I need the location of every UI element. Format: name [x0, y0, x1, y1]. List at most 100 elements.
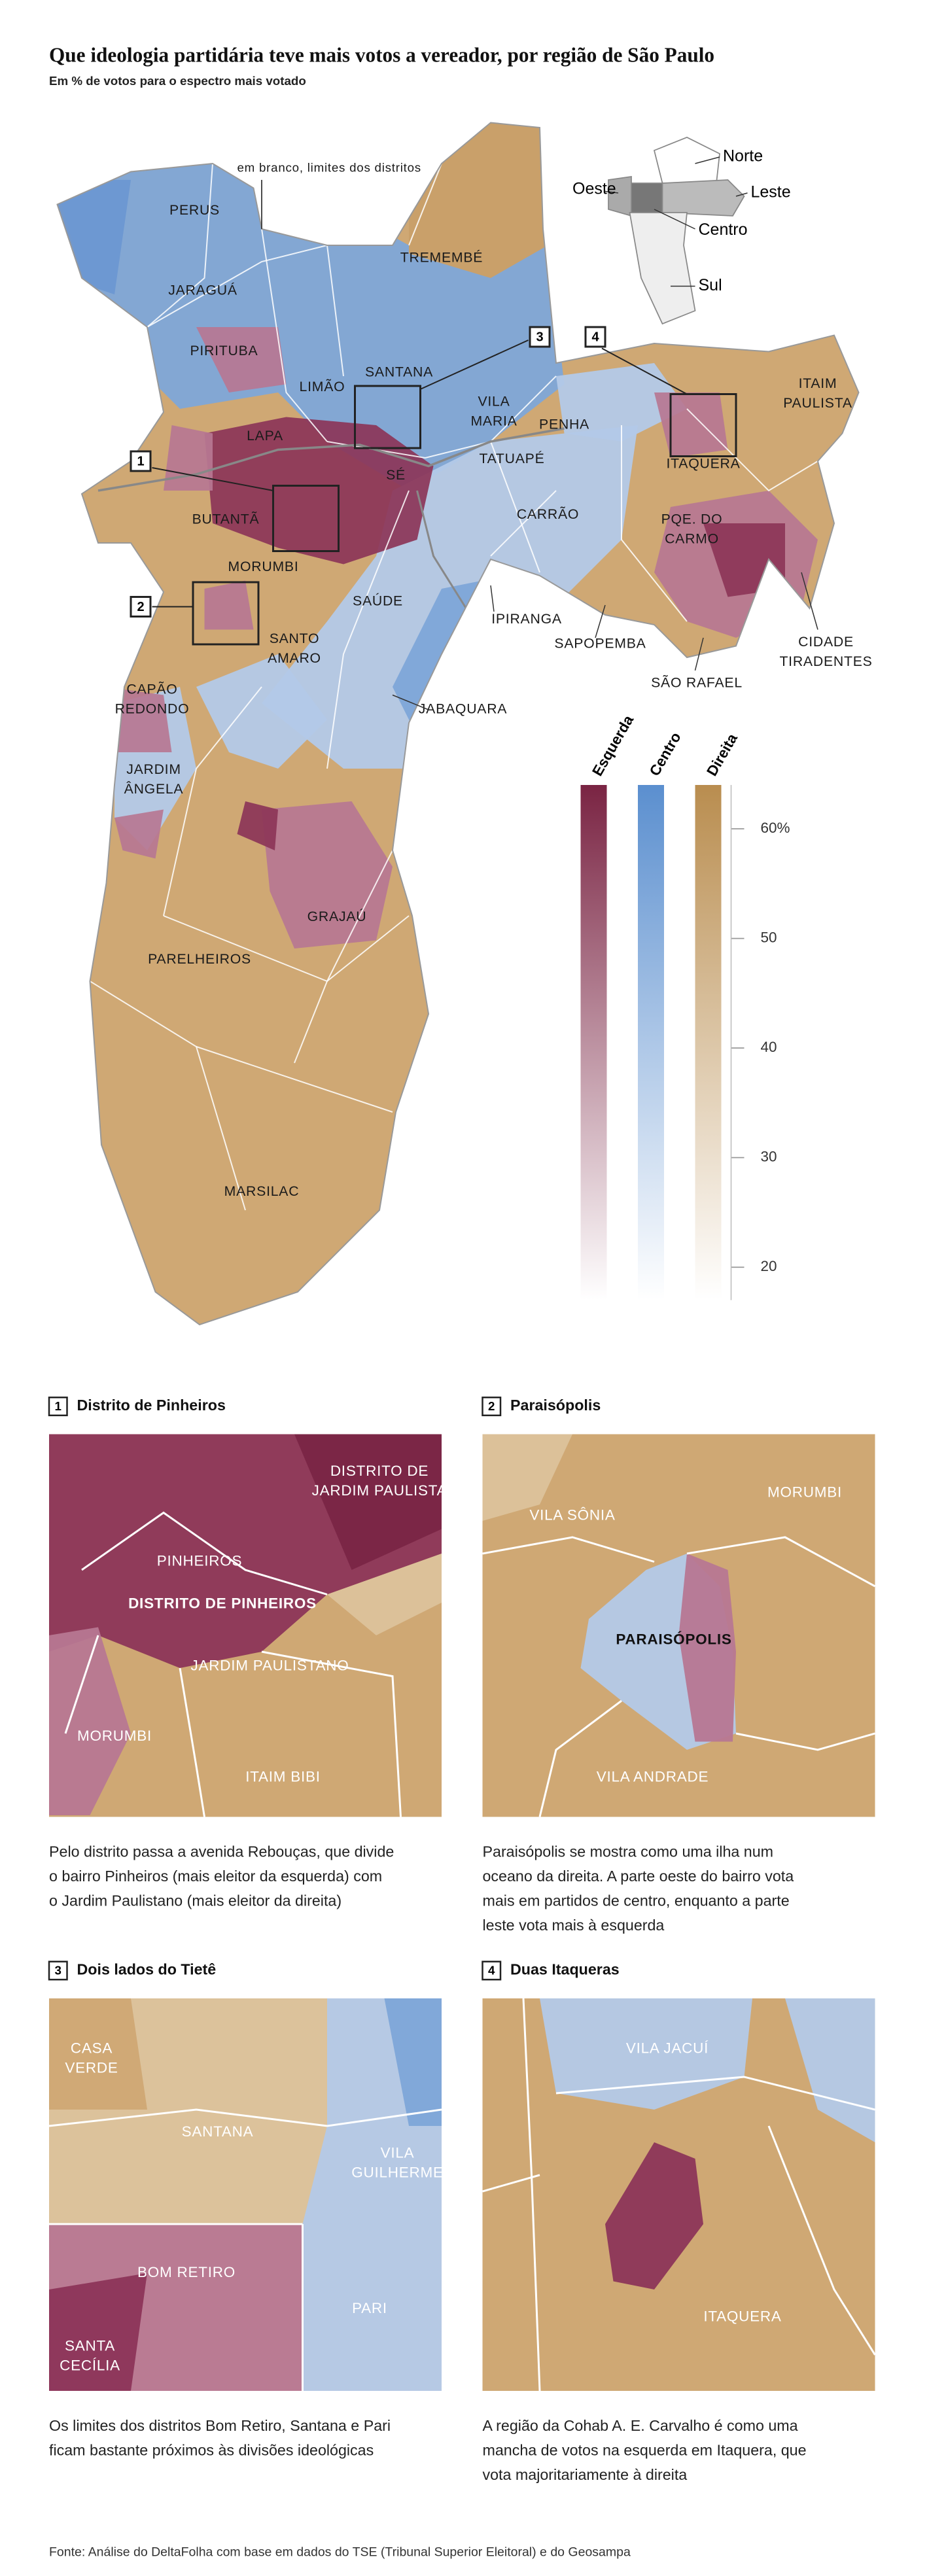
- inset-label: VILA SÔNIA: [529, 1506, 615, 1523]
- district-label: SANTO: [270, 631, 320, 646]
- district-label: ÂNGELA: [124, 780, 184, 797]
- marker-number: 1: [137, 455, 144, 469]
- district-line: [261, 228, 328, 442]
- legend-bar: [638, 785, 664, 1300]
- district-label: BUTANTÃ: [192, 511, 260, 527]
- region: [654, 392, 728, 459]
- region: [540, 1998, 752, 2110]
- annotation: em branco, limites dos distritos: [237, 160, 421, 174]
- inset-label: DISTRITO DE: [330, 1463, 429, 1479]
- district-line: [147, 163, 213, 328]
- marker-box: [130, 596, 152, 618]
- title: Que ideologia partidária teve mais votos…: [49, 44, 714, 67]
- district-label: JABAQUARA: [419, 701, 508, 717]
- marker-box: [130, 450, 152, 472]
- inset-number: 2: [488, 1399, 495, 1413]
- region: [605, 2142, 703, 2289]
- district-line: [735, 1732, 875, 1751]
- district-label: GRAJAÚ: [307, 908, 367, 924]
- inset-label: MORUMBI: [767, 1484, 842, 1500]
- inset-label: VILA: [381, 2144, 415, 2161]
- inset-map: [49, 1998, 442, 2392]
- district-line: [294, 850, 393, 1064]
- inset-number-box: [482, 1397, 502, 1417]
- inset-caption: o bairro Pinheiros (mais eleitor da esqu…: [49, 1868, 382, 1885]
- marker-box: [584, 326, 606, 348]
- locator-label: Leste: [751, 183, 791, 201]
- inset-map: [49, 1434, 442, 1817]
- locator-region: [653, 137, 720, 184]
- district-label: SÉ: [386, 466, 406, 483]
- district-label: LAPA: [247, 428, 283, 444]
- district-line: [196, 1046, 393, 1113]
- district-line: [408, 163, 442, 246]
- region: [678, 1554, 736, 1742]
- district-label: TREMEMBÉ: [400, 249, 483, 266]
- district-line: [89, 981, 246, 1211]
- leader: [654, 209, 695, 230]
- district-label: PAULISTA: [783, 395, 852, 411]
- inset-label: SANTA: [65, 2337, 115, 2354]
- district-line: [482, 1536, 655, 1563]
- region: [556, 363, 687, 442]
- leader: [801, 572, 818, 630]
- zoom-box: [354, 385, 421, 449]
- inset-label: ITAIM BIBI: [245, 1768, 321, 1784]
- marker-number: 3: [536, 330, 543, 345]
- district-label: PARELHEIROS: [148, 951, 251, 967]
- inset-caption: A região da Cohab A. E. Carvalho é como …: [483, 2417, 798, 2434]
- leader: [601, 347, 688, 395]
- district-line: [621, 425, 688, 622]
- inset-caption: oceano da direita. A parte oeste do bair…: [483, 1868, 794, 1885]
- district-line: [490, 490, 557, 557]
- district-line: [81, 1511, 328, 1595]
- inset-label: JARDIM PAULISTANO: [191, 1657, 349, 1673]
- district-label: JARDIM: [126, 761, 181, 777]
- district-label: PQE. DO: [661, 512, 723, 527]
- inset-caption: ficam bastante próximos às divisões ideo…: [49, 2442, 374, 2459]
- leader: [694, 637, 704, 671]
- region: [196, 327, 287, 393]
- legend-tick-label: 50: [761, 930, 777, 946]
- inset-label: CECÍLIA: [60, 2357, 120, 2373]
- marker-number: 4: [591, 330, 599, 345]
- district-label: MARSILAC: [224, 1183, 300, 1199]
- leader: [605, 190, 619, 194]
- district-label: TIRADENTES: [779, 653, 872, 669]
- inset-caption: o Jardim Paulistano (mais eleitor da dir…: [49, 1892, 342, 1909]
- district-label: SÃO RAFAEL: [651, 674, 743, 691]
- region: [49, 1627, 131, 1815]
- inset-number-box: [482, 1960, 502, 1981]
- inset-map: [482, 1998, 875, 2392]
- district-label: PIRITUBA: [190, 343, 258, 358]
- region: [384, 1998, 442, 2127]
- river: [97, 427, 565, 492]
- leader: [392, 694, 429, 710]
- inset-caption: vota majoritariamente à direita: [483, 2466, 688, 2483]
- locator-region: [629, 183, 663, 213]
- district-label: MARIA: [470, 413, 517, 429]
- leader: [152, 467, 273, 491]
- leader: [695, 156, 720, 164]
- district-line: [49, 2108, 328, 2127]
- zoom-box: [272, 485, 340, 553]
- marker-number: 2: [137, 600, 144, 614]
- district-label: AMARO: [268, 650, 321, 666]
- inset-caption: leste vota mais à esquerda: [483, 1917, 665, 1934]
- legend-tick-label: 60%: [761, 820, 790, 836]
- region: [114, 809, 164, 859]
- district-label: MORUMBI: [228, 559, 299, 574]
- region: [164, 425, 213, 491]
- district-label: SANTANA: [365, 364, 433, 380]
- leader: [490, 585, 495, 612]
- inset-label: DISTRITO DE PINHEIROS: [128, 1595, 317, 1611]
- river: [416, 490, 476, 622]
- region: [196, 654, 327, 769]
- legend-tick-label: 40: [761, 1039, 777, 1055]
- inset-map: [482, 1434, 875, 1817]
- inset-number: 4: [488, 1964, 495, 1977]
- district-line: [326, 2108, 442, 2127]
- inset-title: Distrito de Pinheiros: [77, 1397, 226, 1414]
- district-label: ITAQUERA: [666, 456, 740, 472]
